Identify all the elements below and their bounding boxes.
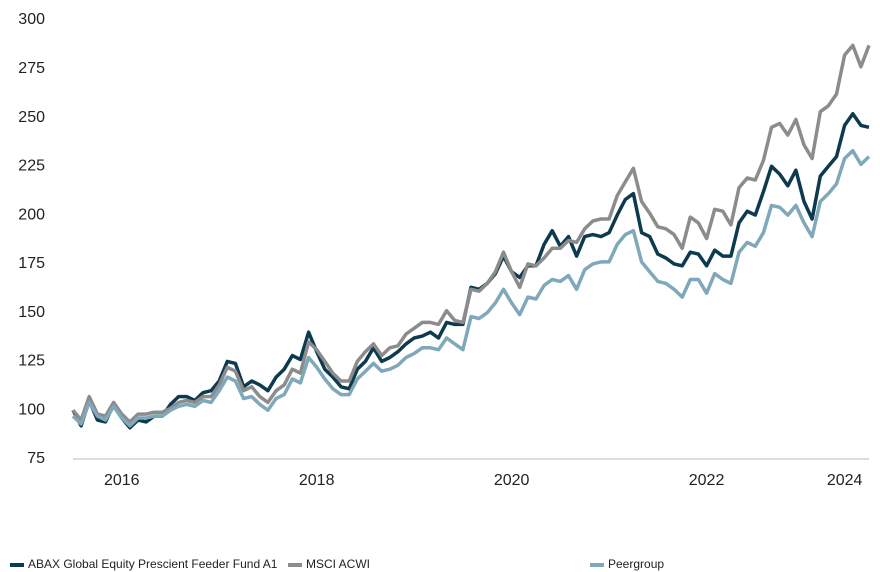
y-tick-label: 175: [18, 255, 45, 272]
legend-label: ABAX Global Equity Prescient Feeder Fund…: [28, 557, 278, 571]
y-tick-label: 200: [18, 206, 45, 223]
series-line: [71, 111, 870, 430]
x-tick-label: 2022: [689, 472, 725, 489]
y-tick-label: 225: [18, 158, 45, 175]
y-tick-label: 275: [18, 60, 45, 77]
x-tick-label: 2018: [299, 472, 335, 489]
x-tick-label: 2016: [104, 472, 140, 489]
series-line: [71, 43, 871, 424]
y-tick-label: 150: [18, 304, 45, 321]
legend-label: MSCI ACWI: [306, 557, 370, 571]
y-tick-label: 100: [18, 401, 45, 418]
x-tick-label: 2020: [494, 472, 530, 489]
x-tick-label: 2024: [827, 472, 863, 489]
legend-label: Peergroup: [608, 557, 664, 571]
y-tick-label: 300: [18, 11, 45, 28]
y-tick-label: 125: [18, 353, 45, 370]
y-tick-label: 250: [18, 109, 45, 126]
series-line: [71, 148, 871, 428]
y-tick-label: 75: [27, 450, 45, 467]
